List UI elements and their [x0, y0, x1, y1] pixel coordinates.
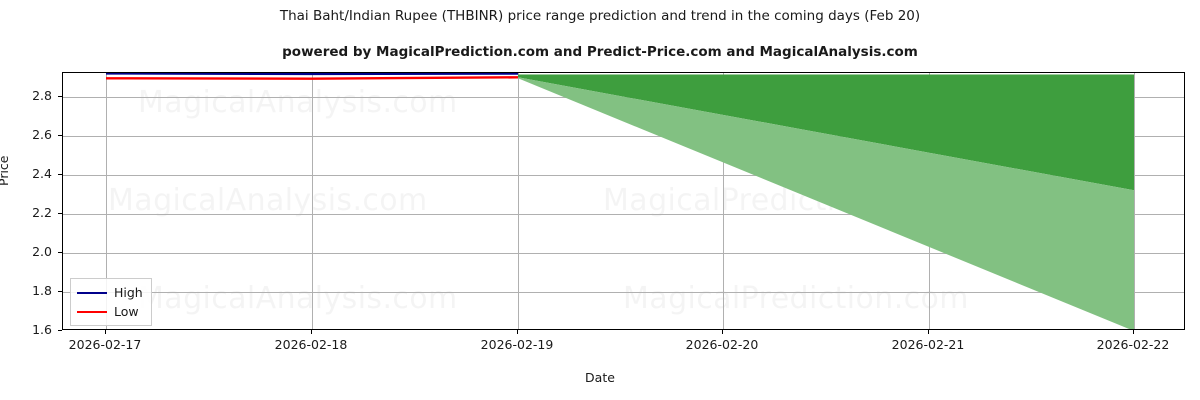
chart-title: Thai Baht/Indian Rupee (THBINR) price ra…	[279, 8, 921, 24]
x-axis-tick-mark	[105, 330, 106, 334]
x-axis-tick-label: 2026-02-22	[1096, 337, 1170, 352]
y-axis-tick-mark	[58, 212, 62, 214]
y-axis-tick-mark	[58, 134, 62, 136]
legend-color-swatch	[77, 291, 107, 294]
y-axis-tick-label: 2.2	[32, 204, 52, 220]
y-axis-tick-label: 1.8	[32, 282, 52, 298]
gridline-horizontal	[63, 291, 1184, 293]
y-axis-tick-mark	[58, 95, 62, 97]
area-band-lower-trend-band	[518, 77, 1134, 329]
y-axis-tick-label: 1.6	[32, 322, 52, 337]
x-axis-tick-label: 2026-02-18	[274, 337, 348, 352]
y-axis-tick-label: 2.6	[32, 126, 52, 142]
y-axis-tick-mark	[58, 290, 62, 292]
legend-label: Low	[114, 304, 139, 319]
chart-subtitle: powered by MagicalPrediction.com and Pre…	[282, 44, 918, 60]
x-axis-tick-label: 2026-02-17	[68, 337, 142, 352]
legend-item-low[interactable]: Low	[77, 302, 143, 321]
x-axis-tick-mark	[311, 330, 312, 334]
gridline-horizontal	[63, 174, 1184, 176]
x-axis-tick-label: 2026-02-21	[891, 337, 965, 352]
gridline-horizontal	[63, 213, 1184, 215]
gridline-vertical	[106, 73, 107, 329]
chart-legend: High Low	[70, 278, 152, 326]
y-axis-tick-mark	[58, 330, 62, 331]
legend-color-swatch	[77, 310, 107, 313]
line-series-high	[105, 73, 519, 76]
gridline-horizontal	[63, 252, 1184, 254]
x-axis-tick-mark	[722, 330, 723, 334]
legend-item-high[interactable]: High	[77, 283, 143, 302]
series-graphics	[105, 73, 1134, 329]
y-axis-tick-label: 2.0	[32, 243, 52, 259]
x-axis-tick-label: 2026-02-20	[685, 337, 759, 352]
x-axis-tick-mark	[1133, 330, 1134, 334]
line-series-low	[105, 76, 519, 80]
area-band-upper-trend-band	[518, 74, 1134, 191]
y-axis-tick-label: 2.8	[32, 87, 52, 103]
gridline-vertical	[518, 73, 519, 329]
y-axis-tick-label: 2.4	[32, 165, 52, 181]
x-axis-label: Date	[585, 370, 615, 385]
x-axis-tick-label: 2026-02-19	[480, 337, 554, 352]
y-axis-tick-mark	[58, 251, 62, 253]
gridline-horizontal	[63, 135, 1184, 137]
y-axis-tick-mark	[58, 173, 62, 175]
x-axis-tick-mark	[928, 330, 929, 334]
gridline-vertical	[723, 73, 724, 329]
legend-label: High	[114, 285, 143, 300]
plot-area: MagicalAnalysis.comMagicalPrediction.com…	[62, 72, 1185, 330]
gridline-vertical	[312, 73, 313, 329]
gridline-vertical	[1134, 73, 1135, 329]
x-axis-tick-mark	[517, 330, 518, 334]
